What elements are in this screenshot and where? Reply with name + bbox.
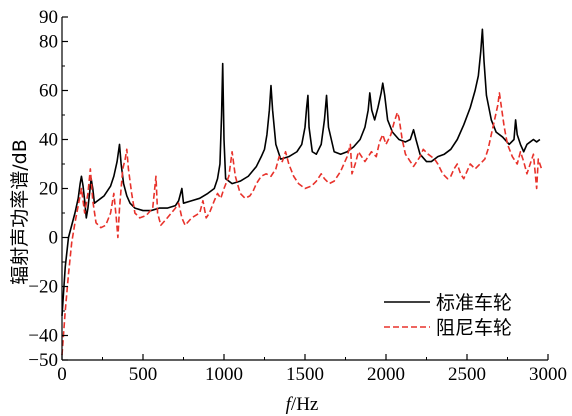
x-tick-label: 2000 <box>367 364 405 385</box>
x-tick-label: 1000 <box>205 364 243 385</box>
x-axis-title-italic: f <box>286 394 294 415</box>
x-tick-label: 0 <box>57 364 67 385</box>
x-tick-label: 1500 <box>286 364 324 385</box>
x-tick-label: 2500 <box>448 364 486 385</box>
legend-label-standard: 标准车轮 <box>436 292 512 314</box>
legend-label-damped: 阻尼车轮 <box>436 317 512 339</box>
x-tick-label: 3000 <box>529 364 567 385</box>
x-axis-title-unit: /Hz <box>291 394 318 415</box>
y-axis-title: 辐射声功率谱/dB <box>9 139 31 285</box>
y-tick-label: 0 <box>49 228 59 249</box>
y-tick-label: 40 <box>39 130 58 151</box>
y-tick-label: 80 <box>39 32 58 53</box>
y-tick-label: 90 <box>39 7 58 28</box>
series-line-standard-wheel <box>61 28 541 316</box>
tick-labels: 0 500 1000 1500 2000 2500 3000 −50 −40 −20 0 20 40 60… <box>28 7 567 385</box>
y-tick-label: 20 <box>39 179 58 200</box>
plot-area <box>61 28 543 356</box>
y-tick-label: 60 <box>39 81 58 102</box>
x-tick-label: 500 <box>129 364 158 385</box>
y-tick-label: −20 <box>28 277 58 298</box>
y-tick-label: −40 <box>28 326 58 347</box>
x-axis-title: f/Hz <box>286 394 319 415</box>
y-tick-label: −50 <box>28 350 58 371</box>
legend: 标准车轮 阻尼车轮 <box>384 292 512 339</box>
series-line-damped-wheel <box>61 92 543 356</box>
axes <box>61 16 549 361</box>
